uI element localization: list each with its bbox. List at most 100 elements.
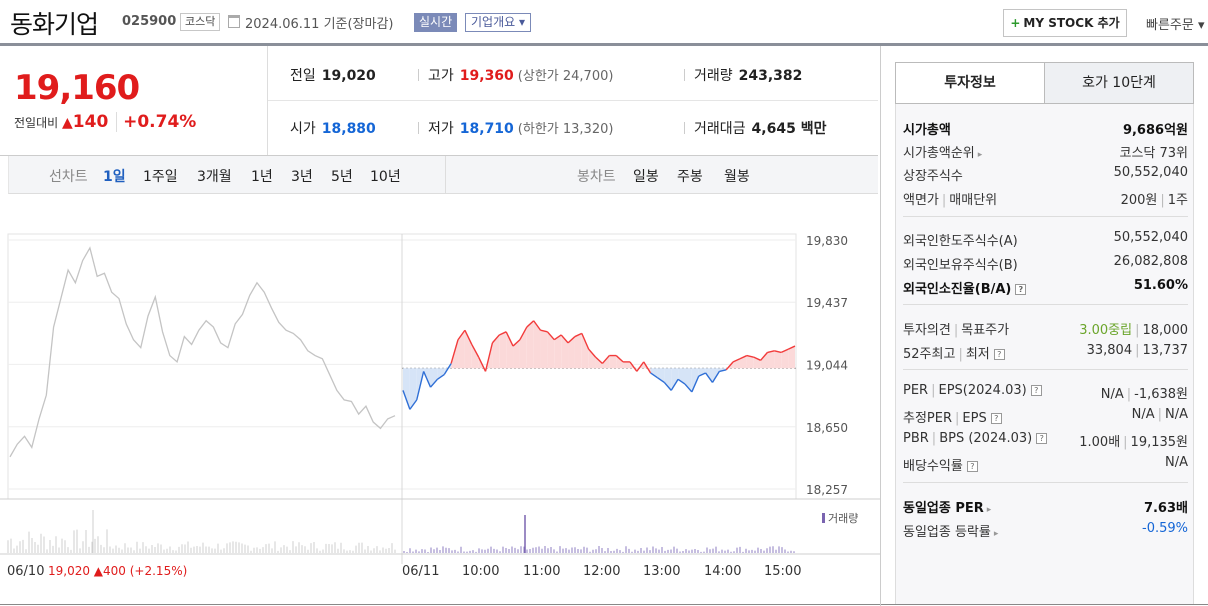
w52-row: 52주최고 | 최저? 33,804 | 13,737 — [903, 343, 1188, 362]
area-segment — [540, 330, 548, 369]
volume: 거래량 243,382 — [694, 68, 803, 84]
low-price: 저가 18,710 (하한가 13,320) — [428, 121, 614, 137]
price-segment — [436, 373, 445, 380]
tab-1d[interactable]: 1일 — [103, 169, 126, 185]
price-segment — [581, 333, 590, 350]
divider — [445, 156, 446, 194]
par-row: 액면가 | 매매단위 200원 | 1주 — [903, 193, 1188, 208]
area-segment — [437, 368, 445, 380]
x-tick-label: 11:00 — [523, 564, 560, 579]
rank-row[interactable]: 시가총액순위 ▸ 코스닥 73위 — [903, 146, 1188, 161]
area-segment — [616, 355, 624, 369]
y-tick-label: 19,437 — [806, 296, 848, 310]
chevron-right-icon: ▸ — [986, 505, 992, 515]
help-icon[interactable]: ? — [1036, 433, 1048, 444]
divider — [267, 46, 268, 155]
price-segment — [512, 339, 521, 347]
x-tick-label: 15:00 — [764, 564, 801, 579]
tab-weekly[interactable]: 주봉 — [677, 169, 703, 185]
current-price: 19,160 — [14, 68, 140, 108]
area-segment — [478, 357, 486, 372]
realtime-button[interactable]: 실시간 — [414, 13, 458, 32]
price-segment — [711, 371, 720, 383]
tab-investment-info[interactable]: 투자정보 — [895, 62, 1045, 104]
change-label: 전일대비 — [14, 116, 59, 130]
price-segment — [780, 348, 789, 354]
volume-legend: 거래량 — [828, 512, 858, 525]
price-segment — [409, 399, 418, 410]
area-segment — [671, 368, 679, 391]
area-segment — [499, 331, 507, 369]
quick-order-button[interactable]: 빠른주문 ▾ — [1146, 18, 1205, 33]
divider — [684, 122, 685, 134]
price-segment — [636, 361, 645, 372]
prev-day-info: 19,020 ▲400 (+2.15%) — [48, 564, 187, 578]
y-tick-label: 19,044 — [806, 358, 848, 372]
price-segment — [498, 331, 507, 336]
stock-name: 동화기업 — [10, 10, 99, 39]
tab-1y[interactable]: 1년 — [251, 169, 273, 185]
tab-orderbook-10[interactable]: 호가 10단계 — [1044, 62, 1194, 104]
tab-5y[interactable]: 5년 — [331, 169, 353, 185]
help-icon[interactable]: ? — [1015, 284, 1027, 295]
price-segment — [595, 356, 603, 364]
price-segment — [691, 375, 700, 393]
company-overview-dropdown[interactable]: 기업개요 ▾ — [465, 13, 531, 32]
my-stock-add-button[interactable]: + MY STOCK 추가 — [1003, 9, 1127, 37]
area-segment — [574, 333, 582, 369]
price-segment — [670, 378, 679, 391]
price-segment — [787, 345, 796, 350]
area-segment — [458, 330, 465, 369]
x-tick-label: 10:00 — [462, 564, 499, 579]
price-segment — [615, 355, 624, 363]
price-summary: 19,160 전일대비 ▲140 +0.74% 전일 19,020 고가 19,36… — [0, 46, 878, 156]
trade-amount: 거래대금 4,645 백만 — [694, 121, 827, 137]
price-segment — [567, 336, 576, 344]
area-segment — [561, 334, 569, 369]
area-segment — [581, 333, 589, 369]
change-amount: 140 — [72, 112, 109, 132]
sector-change-row[interactable]: 동일업종 등락률 ▸ -0.59% — [903, 521, 1188, 540]
area-segment — [684, 368, 692, 392]
tab-3y[interactable]: 3년 — [291, 169, 313, 185]
price-segment — [643, 361, 652, 374]
pbr-row: PBR | BPS (2024.03)? 1.00배 | 19,135원 — [903, 431, 1188, 450]
price-segment — [560, 334, 569, 344]
y-tick-label: 19,830 — [806, 234, 848, 248]
price-segment — [402, 390, 411, 410]
tab-1w[interactable]: 1주일 — [143, 169, 178, 185]
tab-daily[interactable]: 일봉 — [633, 169, 659, 185]
area-segment — [430, 368, 438, 388]
help-icon[interactable]: ? — [1030, 385, 1042, 396]
area-segment — [698, 368, 706, 377]
tab-10y[interactable]: 10년 — [370, 169, 401, 185]
price-segment — [519, 326, 528, 341]
intraday-chart[interactable]: 19,830 19,437 19,044 18,650 18,257 거래량 06/10 06… — [0, 194, 880, 584]
area-segment — [547, 331, 555, 369]
est-per-row: 추정PER | EPS? N/A | N/A — [903, 407, 1188, 426]
price-segment — [746, 354, 754, 358]
price-segment — [478, 356, 487, 372]
area-segment — [403, 368, 410, 410]
price-segment — [553, 334, 562, 341]
divider — [268, 100, 878, 101]
sector-per-row[interactable]: 동일업종 PER ▸ 7.63배 — [903, 501, 1188, 516]
area-segment — [471, 344, 479, 369]
price-segment — [574, 332, 583, 338]
divider — [684, 69, 685, 81]
high-price: 고가 19,360 (상한가 24,700) — [428, 68, 614, 84]
help-icon[interactable]: ? — [990, 413, 1002, 424]
help-icon[interactable]: ? — [966, 461, 978, 472]
area-segment — [664, 368, 672, 391]
area-segment — [492, 334, 500, 369]
shares-row: 상장주식수 50,552,040 — [903, 165, 1188, 184]
area-segment — [781, 349, 789, 369]
price-segment — [540, 329, 548, 333]
price-segment — [663, 382, 672, 391]
area-segment — [554, 334, 562, 369]
tab-monthly[interactable]: 월봉 — [724, 169, 750, 185]
candle-chart-label: 봉차트 — [577, 169, 616, 185]
price-segment — [732, 358, 741, 363]
help-icon[interactable]: ? — [993, 349, 1005, 360]
tab-3m[interactable]: 3개월 — [197, 169, 232, 185]
